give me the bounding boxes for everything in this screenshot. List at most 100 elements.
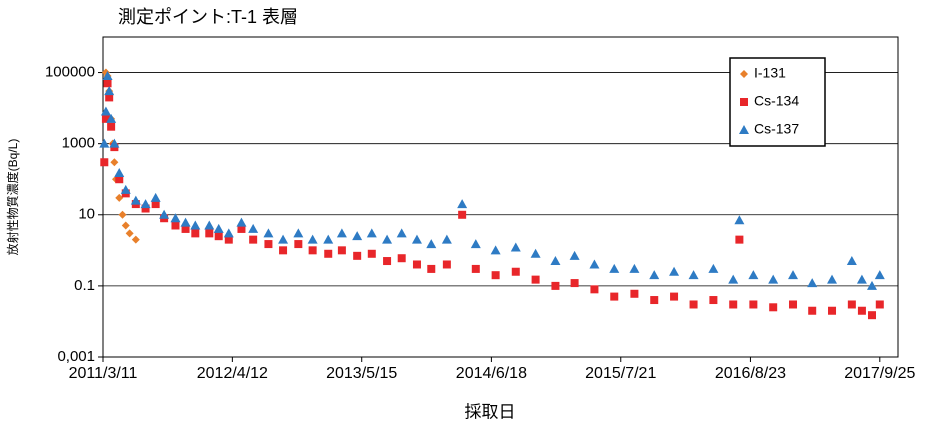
y-tick-label: 0.1 [74, 277, 95, 294]
data-point [510, 242, 521, 252]
data-point [411, 234, 422, 244]
data-point [867, 311, 876, 320]
data-point [352, 231, 363, 241]
data-point [102, 71, 113, 81]
legend-marker [739, 125, 749, 134]
data-point [708, 263, 719, 273]
data-point [308, 246, 317, 255]
data-point [530, 248, 541, 258]
data-point [610, 292, 619, 301]
y-axis-label: 放射性物質濃度(Bq/L) [5, 139, 20, 256]
data-point [204, 220, 215, 230]
data-point [120, 184, 131, 194]
y-tick-label: 10 [78, 206, 95, 223]
data-point [458, 210, 467, 219]
data-point [171, 221, 180, 230]
data-point [213, 223, 224, 233]
data-point [214, 232, 223, 241]
data-point [170, 213, 181, 223]
x-tick-label: 2015/7/21 [585, 365, 656, 382]
data-point [688, 270, 699, 280]
x-tick-label: 2011/3/11 [69, 365, 138, 382]
data-point [279, 246, 288, 255]
data-point [109, 138, 120, 148]
data-point [278, 234, 289, 244]
data-point [749, 300, 758, 309]
data-point [769, 303, 778, 312]
data-point [650, 296, 659, 305]
data-point [808, 306, 817, 315]
data-point [103, 79, 112, 88]
data-point [382, 234, 393, 244]
data-point [118, 210, 127, 219]
data-point [140, 199, 151, 209]
data-point [249, 235, 258, 244]
data-point [748, 270, 759, 280]
legend-label: I-131 [754, 65, 786, 81]
data-point [609, 263, 620, 273]
data-point [99, 138, 110, 148]
data-point [131, 235, 140, 244]
x-tick-label: 2017/9/25 [844, 365, 915, 382]
data-point [470, 239, 481, 249]
data-point [294, 240, 303, 249]
x-tick-label: 2016/8/23 [715, 365, 786, 382]
data-point [367, 249, 376, 258]
data-point [121, 221, 130, 230]
data-point [263, 228, 274, 238]
data-point [366, 228, 377, 238]
legend-label: Cs-137 [754, 121, 799, 137]
data-point [491, 271, 500, 280]
data-point [336, 228, 347, 238]
data-point [106, 113, 117, 123]
data-point [729, 300, 738, 309]
data-point [323, 234, 334, 244]
data-point [181, 224, 190, 233]
x-tick-label: 2012/4/12 [197, 365, 268, 382]
data-point [630, 289, 639, 298]
data-point [107, 122, 116, 131]
data-point [248, 223, 259, 233]
data-point [224, 235, 233, 244]
data-point [383, 257, 392, 266]
data-point [237, 224, 246, 233]
data-point [570, 279, 579, 288]
data-point [223, 228, 234, 238]
chart-title: 測定ポイント:T-1 表層 [118, 7, 298, 27]
data-point [110, 158, 119, 167]
data-point [457, 199, 468, 209]
data-point [114, 167, 125, 177]
data-point [159, 209, 170, 219]
data-point [734, 215, 745, 225]
data-point [307, 234, 318, 244]
legend-marker [740, 98, 748, 106]
data-point [807, 278, 818, 288]
data-point [442, 260, 451, 269]
data-point [856, 274, 867, 284]
data-point [689, 300, 698, 309]
legend-label: Cs-134 [754, 93, 799, 109]
data-point [550, 256, 561, 266]
data-point [875, 300, 884, 309]
data-point [846, 256, 857, 266]
data-point [531, 275, 540, 284]
data-point [629, 263, 640, 273]
data-point [728, 274, 739, 284]
data-point [115, 193, 124, 202]
data-point [396, 228, 407, 238]
data-point [471, 264, 480, 273]
data-point [180, 217, 191, 227]
data-point [669, 266, 680, 276]
data-point [427, 264, 436, 273]
data-point [324, 249, 333, 258]
data-point [788, 270, 799, 280]
data-point [847, 300, 856, 309]
y-tick-label: 0,001 [57, 348, 95, 365]
x-axis-label: 採取日 [465, 402, 516, 421]
data-point [441, 234, 452, 244]
data-point [649, 270, 660, 280]
data-point [150, 192, 161, 202]
data-point [125, 229, 134, 238]
data-point [735, 235, 744, 244]
data-point [590, 285, 599, 294]
